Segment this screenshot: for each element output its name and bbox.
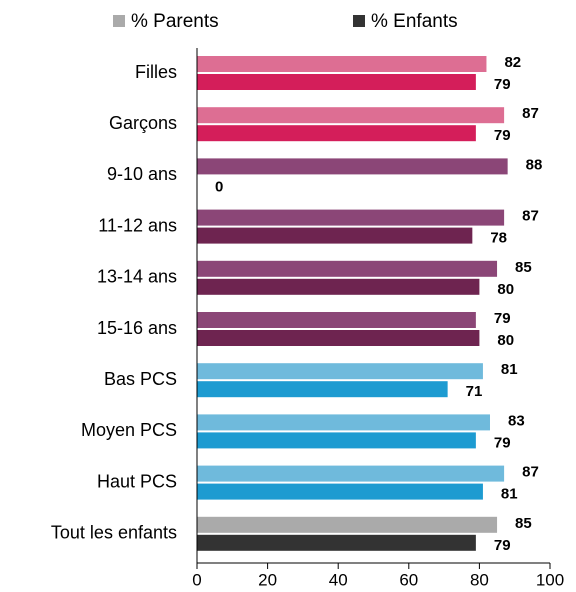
bar bbox=[197, 381, 448, 398]
bar bbox=[197, 158, 508, 175]
data-label: 78 bbox=[490, 230, 507, 247]
data-label: 81 bbox=[501, 361, 518, 378]
x-tick-label: 80 bbox=[470, 570, 489, 589]
legend-swatch bbox=[353, 15, 365, 27]
bar bbox=[197, 56, 487, 72]
bar bbox=[197, 516, 498, 533]
x-tick-label: 60 bbox=[399, 570, 418, 589]
data-label: 85 bbox=[515, 515, 532, 532]
bar bbox=[197, 227, 473, 244]
bar bbox=[197, 278, 480, 295]
y-tick-label: Haut PCS bbox=[97, 471, 177, 491]
x-tick-label: 100 bbox=[536, 570, 564, 589]
y-tick-label: 15-16 ans bbox=[97, 318, 177, 338]
bar bbox=[197, 483, 483, 500]
bar bbox=[197, 432, 476, 449]
y-tick-label: Garçons bbox=[109, 113, 177, 133]
y-tick-label: 9-10 ans bbox=[107, 164, 177, 184]
y-tick-label: Bas PCS bbox=[104, 369, 177, 389]
x-tick-label: 0 bbox=[192, 570, 201, 589]
data-label: 79 bbox=[494, 76, 511, 93]
data-label: 0 bbox=[215, 178, 223, 195]
x-tick-label: 20 bbox=[258, 570, 277, 589]
bar bbox=[197, 125, 476, 142]
data-label: 83 bbox=[508, 412, 525, 429]
data-label: 85 bbox=[515, 259, 532, 276]
data-label: 87 bbox=[522, 464, 539, 481]
bar bbox=[197, 107, 505, 124]
legend-label: % Parents bbox=[131, 11, 219, 32]
data-label: 79 bbox=[494, 434, 511, 451]
bar bbox=[197, 363, 483, 380]
bar bbox=[197, 465, 505, 482]
y-tick-label: 11-12 ans bbox=[98, 215, 177, 235]
bar bbox=[197, 330, 480, 346]
bar bbox=[197, 260, 498, 277]
y-tick-label: 13-14 ans bbox=[97, 267, 177, 287]
legend-label: % Enfants bbox=[371, 11, 458, 32]
y-tick-label: Tout les enfants bbox=[51, 523, 177, 543]
data-label: 82 bbox=[504, 54, 521, 71]
data-label: 80 bbox=[497, 281, 514, 298]
y-tick-label: Filles bbox=[135, 62, 177, 82]
legend-swatch bbox=[113, 15, 125, 27]
data-label: 81 bbox=[501, 486, 518, 503]
bar bbox=[197, 209, 505, 226]
data-label: 79 bbox=[494, 537, 511, 554]
data-label: 79 bbox=[494, 310, 511, 327]
bar bbox=[197, 534, 476, 551]
bar bbox=[197, 414, 490, 431]
y-tick-label: Moyen PCS bbox=[81, 420, 177, 440]
bar bbox=[197, 312, 476, 328]
bar bbox=[197, 74, 476, 90]
data-label: 79 bbox=[494, 127, 511, 144]
data-label: 87 bbox=[522, 105, 539, 122]
data-label: 88 bbox=[526, 156, 543, 173]
x-tick-label: 40 bbox=[329, 570, 348, 589]
data-label: 71 bbox=[466, 383, 483, 400]
data-label: 80 bbox=[497, 332, 514, 349]
data-label: 87 bbox=[522, 208, 539, 225]
